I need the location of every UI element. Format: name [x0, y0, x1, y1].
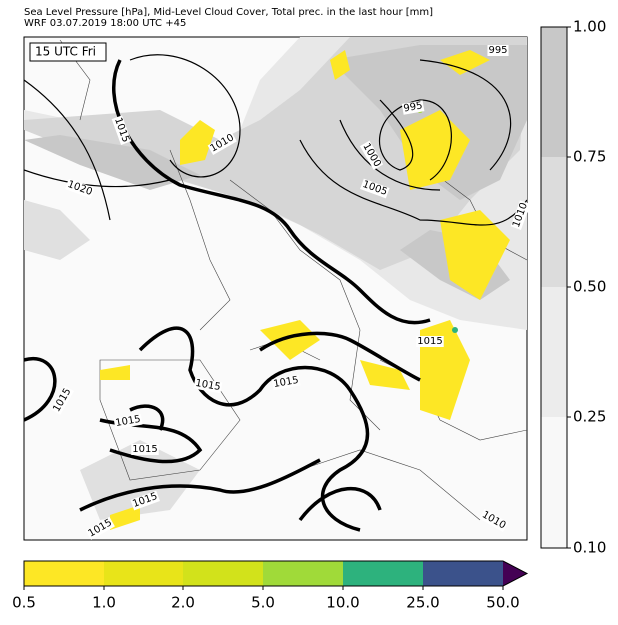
colorbar-label: 1.0 — [92, 594, 116, 612]
colorbar-bin — [343, 561, 423, 586]
subtitle: WRF 03.07.2019 18:00 UTC +45 — [24, 18, 186, 29]
isobar-label: 1015 — [194, 378, 221, 393]
isobar-label: 1015 — [417, 336, 442, 347]
precip-areas — [100, 50, 510, 530]
title: Sea Level Pressure [hPa], Mid-Level Clou… — [24, 7, 433, 18]
colorbar-bin — [541, 417, 567, 548]
isobar-label-bg — [193, 377, 223, 394]
colorbar-frame — [23, 560, 529, 587]
colorbar-bin — [263, 561, 343, 586]
cloud-area — [24, 200, 200, 520]
isobar-label-bg — [130, 490, 160, 511]
isobar-label-bg — [359, 140, 384, 170]
colorbar-bin — [423, 561, 503, 586]
colorbar-label: 50.0 — [486, 594, 519, 612]
isobar-label-bg — [207, 131, 237, 156]
time-label-box — [29, 42, 107, 62]
isobar-label-bg — [487, 45, 509, 56]
colorbar-bin — [541, 27, 567, 157]
colorbar-label: 2.0 — [171, 594, 195, 612]
colorbar-label: 0.10 — [573, 539, 606, 557]
isobar-label: 995 — [488, 45, 507, 56]
isobar-label-bg — [510, 200, 531, 230]
isobar-label-bg — [401, 100, 425, 115]
colorbar-label: 1.00 — [573, 18, 606, 36]
colorbar-bin — [104, 561, 183, 586]
isobar-label-bg — [65, 178, 95, 199]
colorbar-bin — [183, 561, 263, 586]
cloud-area — [24, 45, 527, 300]
isobar-label-bg — [111, 115, 132, 145]
isobar-label-bg — [85, 516, 115, 541]
time-label: 15 UTC Fri — [35, 45, 96, 59]
isobar-1015 — [24, 59, 431, 532]
isobar-label: 1015 — [132, 444, 157, 455]
isobar-label-bg — [131, 444, 159, 455]
map-area: 15 UTC Fri 99599510001005101010101010101… — [23, 36, 531, 541]
precip-colorbar: 0.5 1.0 2.0 5.0 10.0 25.0 50.0 — [12, 560, 529, 612]
colorbar-bin — [541, 287, 567, 417]
isobar-label-bg — [416, 336, 444, 347]
colorbar-label: 0.50 — [573, 278, 606, 296]
colorbar-bin — [541, 157, 567, 287]
colorbar-label: 25.0 — [406, 594, 439, 612]
colorbar-label: 0.25 — [573, 408, 606, 426]
isobar-label: 1015 — [115, 414, 142, 429]
isobar-label-bg — [271, 374, 301, 391]
isobar-label: 995 — [403, 100, 424, 114]
colorbar-label: 0.75 — [573, 148, 606, 166]
colorbar-label: 0.5 — [12, 594, 36, 612]
isobar — [24, 54, 527, 226]
colorbar-label: 5.0 — [251, 594, 275, 612]
precip-cell — [452, 327, 458, 333]
colorbar-extend — [503, 561, 527, 586]
isobar-labels: 9959951000100510101010101010151020101510… — [50, 45, 531, 541]
cloud-colorbar: 1.00 0.75 0.50 0.25 0.10 — [540, 18, 606, 557]
colorbar-bin — [24, 561, 104, 586]
isobar-label-bg — [50, 385, 75, 415]
isobar-label-bg — [113, 413, 143, 430]
isobar-label-bg — [479, 508, 509, 533]
isobar-label: 1015 — [273, 375, 300, 390]
isobar-label-bg — [360, 178, 390, 199]
colorbar-label: 10.0 — [326, 594, 359, 612]
